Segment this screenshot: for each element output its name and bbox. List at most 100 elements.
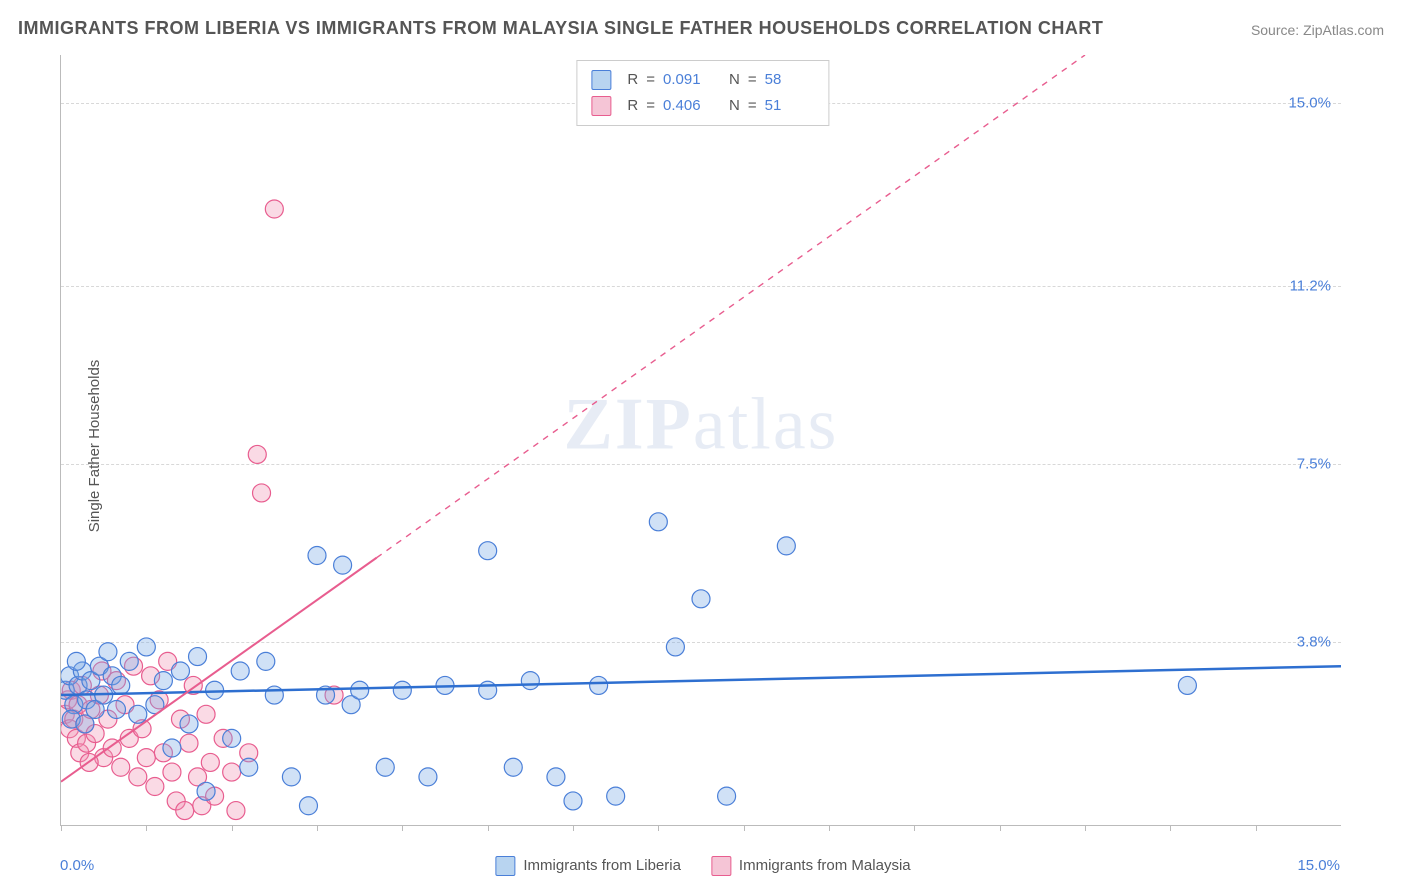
legend-eq: = — [646, 93, 655, 119]
data-point — [649, 513, 667, 531]
source-link[interactable]: ZipAtlas.com — [1303, 22, 1384, 38]
data-point — [308, 547, 326, 565]
series-legend-item: Immigrants from Liberia — [495, 856, 681, 876]
source-prefix: Source: — [1251, 22, 1303, 38]
data-point — [265, 686, 283, 704]
x-tick-mark — [61, 825, 62, 831]
x-tick-mark — [1256, 825, 1257, 831]
data-point — [419, 768, 437, 786]
legend-R-value: 0.091 — [663, 67, 713, 93]
legend-eq: = — [748, 93, 757, 119]
chart-title: IMMIGRANTS FROM LIBERIA VS IMMIGRANTS FR… — [18, 18, 1103, 39]
data-point — [521, 672, 539, 690]
data-point — [265, 200, 283, 218]
data-point — [504, 758, 522, 776]
source-attribution: Source: ZipAtlas.com — [1251, 22, 1384, 38]
x-tick-mark — [146, 825, 147, 831]
x-axis-max-label: 15.0% — [1297, 857, 1340, 874]
data-point — [189, 648, 207, 666]
data-point — [137, 638, 155, 656]
data-point — [777, 537, 795, 555]
legend-swatch — [495, 856, 515, 876]
data-point — [231, 662, 249, 680]
chart-container: IMMIGRANTS FROM LIBERIA VS IMMIGRANTS FR… — [0, 0, 1406, 892]
data-point — [253, 484, 271, 502]
data-point — [120, 652, 138, 670]
x-axis-min-label: 0.0% — [60, 857, 94, 874]
data-point — [227, 802, 245, 820]
data-point — [257, 652, 275, 670]
legend-eq: = — [748, 67, 757, 93]
data-point — [76, 715, 94, 733]
data-point — [666, 638, 684, 656]
data-point — [129, 768, 147, 786]
data-point — [146, 778, 164, 796]
legend-N-value: 58 — [765, 67, 815, 93]
x-tick-mark — [573, 825, 574, 831]
data-point — [1178, 676, 1196, 694]
data-point — [107, 701, 125, 719]
data-point — [718, 787, 736, 805]
series-name: Immigrants from Malaysia — [739, 857, 911, 874]
data-point — [351, 681, 369, 699]
series-name: Immigrants from Liberia — [523, 857, 681, 874]
legend-R-label: R — [627, 67, 638, 93]
data-point — [607, 787, 625, 805]
series-legend: Immigrants from Liberia Immigrants from M… — [495, 856, 910, 876]
legend-eq: = — [646, 67, 655, 93]
data-point — [99, 643, 117, 661]
data-point — [163, 739, 181, 757]
data-point — [197, 782, 215, 800]
data-point — [112, 676, 130, 694]
data-point — [129, 705, 147, 723]
plot-area: ZIPatlas 3.8%7.5%11.2%15.0% — [60, 55, 1341, 826]
legend-swatch — [591, 96, 611, 116]
data-point — [240, 758, 258, 776]
legend-N-label: N — [729, 67, 740, 93]
regression-line-dashed — [377, 55, 1085, 558]
x-tick-mark — [829, 825, 830, 831]
data-point — [201, 753, 219, 771]
data-point — [163, 763, 181, 781]
legend-N-value: 51 — [765, 93, 815, 119]
data-point — [376, 758, 394, 776]
legend-swatch — [711, 856, 731, 876]
x-tick-mark — [914, 825, 915, 831]
legend-R-value: 0.406 — [663, 93, 713, 119]
data-point — [154, 672, 172, 690]
plot-svg — [61, 55, 1341, 825]
data-point — [479, 542, 497, 560]
x-tick-mark — [232, 825, 233, 831]
x-tick-mark — [1085, 825, 1086, 831]
x-tick-mark — [658, 825, 659, 831]
data-point — [479, 681, 497, 699]
correlation-legend: R = 0.091 N = 58 R = 0.406 N = 51 — [576, 60, 829, 126]
data-point — [248, 445, 266, 463]
data-point — [590, 676, 608, 694]
legend-swatch — [591, 70, 611, 90]
x-tick-mark — [402, 825, 403, 831]
regression-line-solid — [61, 666, 1341, 695]
data-point — [171, 662, 189, 680]
x-tick-mark — [317, 825, 318, 831]
data-point — [180, 715, 198, 733]
data-point — [393, 681, 411, 699]
data-point — [223, 763, 241, 781]
data-point — [692, 590, 710, 608]
data-point — [334, 556, 352, 574]
data-point — [282, 768, 300, 786]
legend-N-label: N — [729, 93, 740, 119]
data-point — [112, 758, 130, 776]
x-tick-mark — [488, 825, 489, 831]
data-point — [564, 792, 582, 810]
data-point — [223, 729, 241, 747]
legend-row: R = 0.406 N = 51 — [591, 93, 814, 119]
data-point — [137, 749, 155, 767]
data-point — [197, 705, 215, 723]
legend-row: R = 0.091 N = 58 — [591, 67, 814, 93]
data-point — [299, 797, 317, 815]
legend-R-label: R — [627, 93, 638, 119]
x-tick-mark — [744, 825, 745, 831]
x-tick-mark — [1000, 825, 1001, 831]
series-legend-item: Immigrants from Malaysia — [711, 856, 911, 876]
